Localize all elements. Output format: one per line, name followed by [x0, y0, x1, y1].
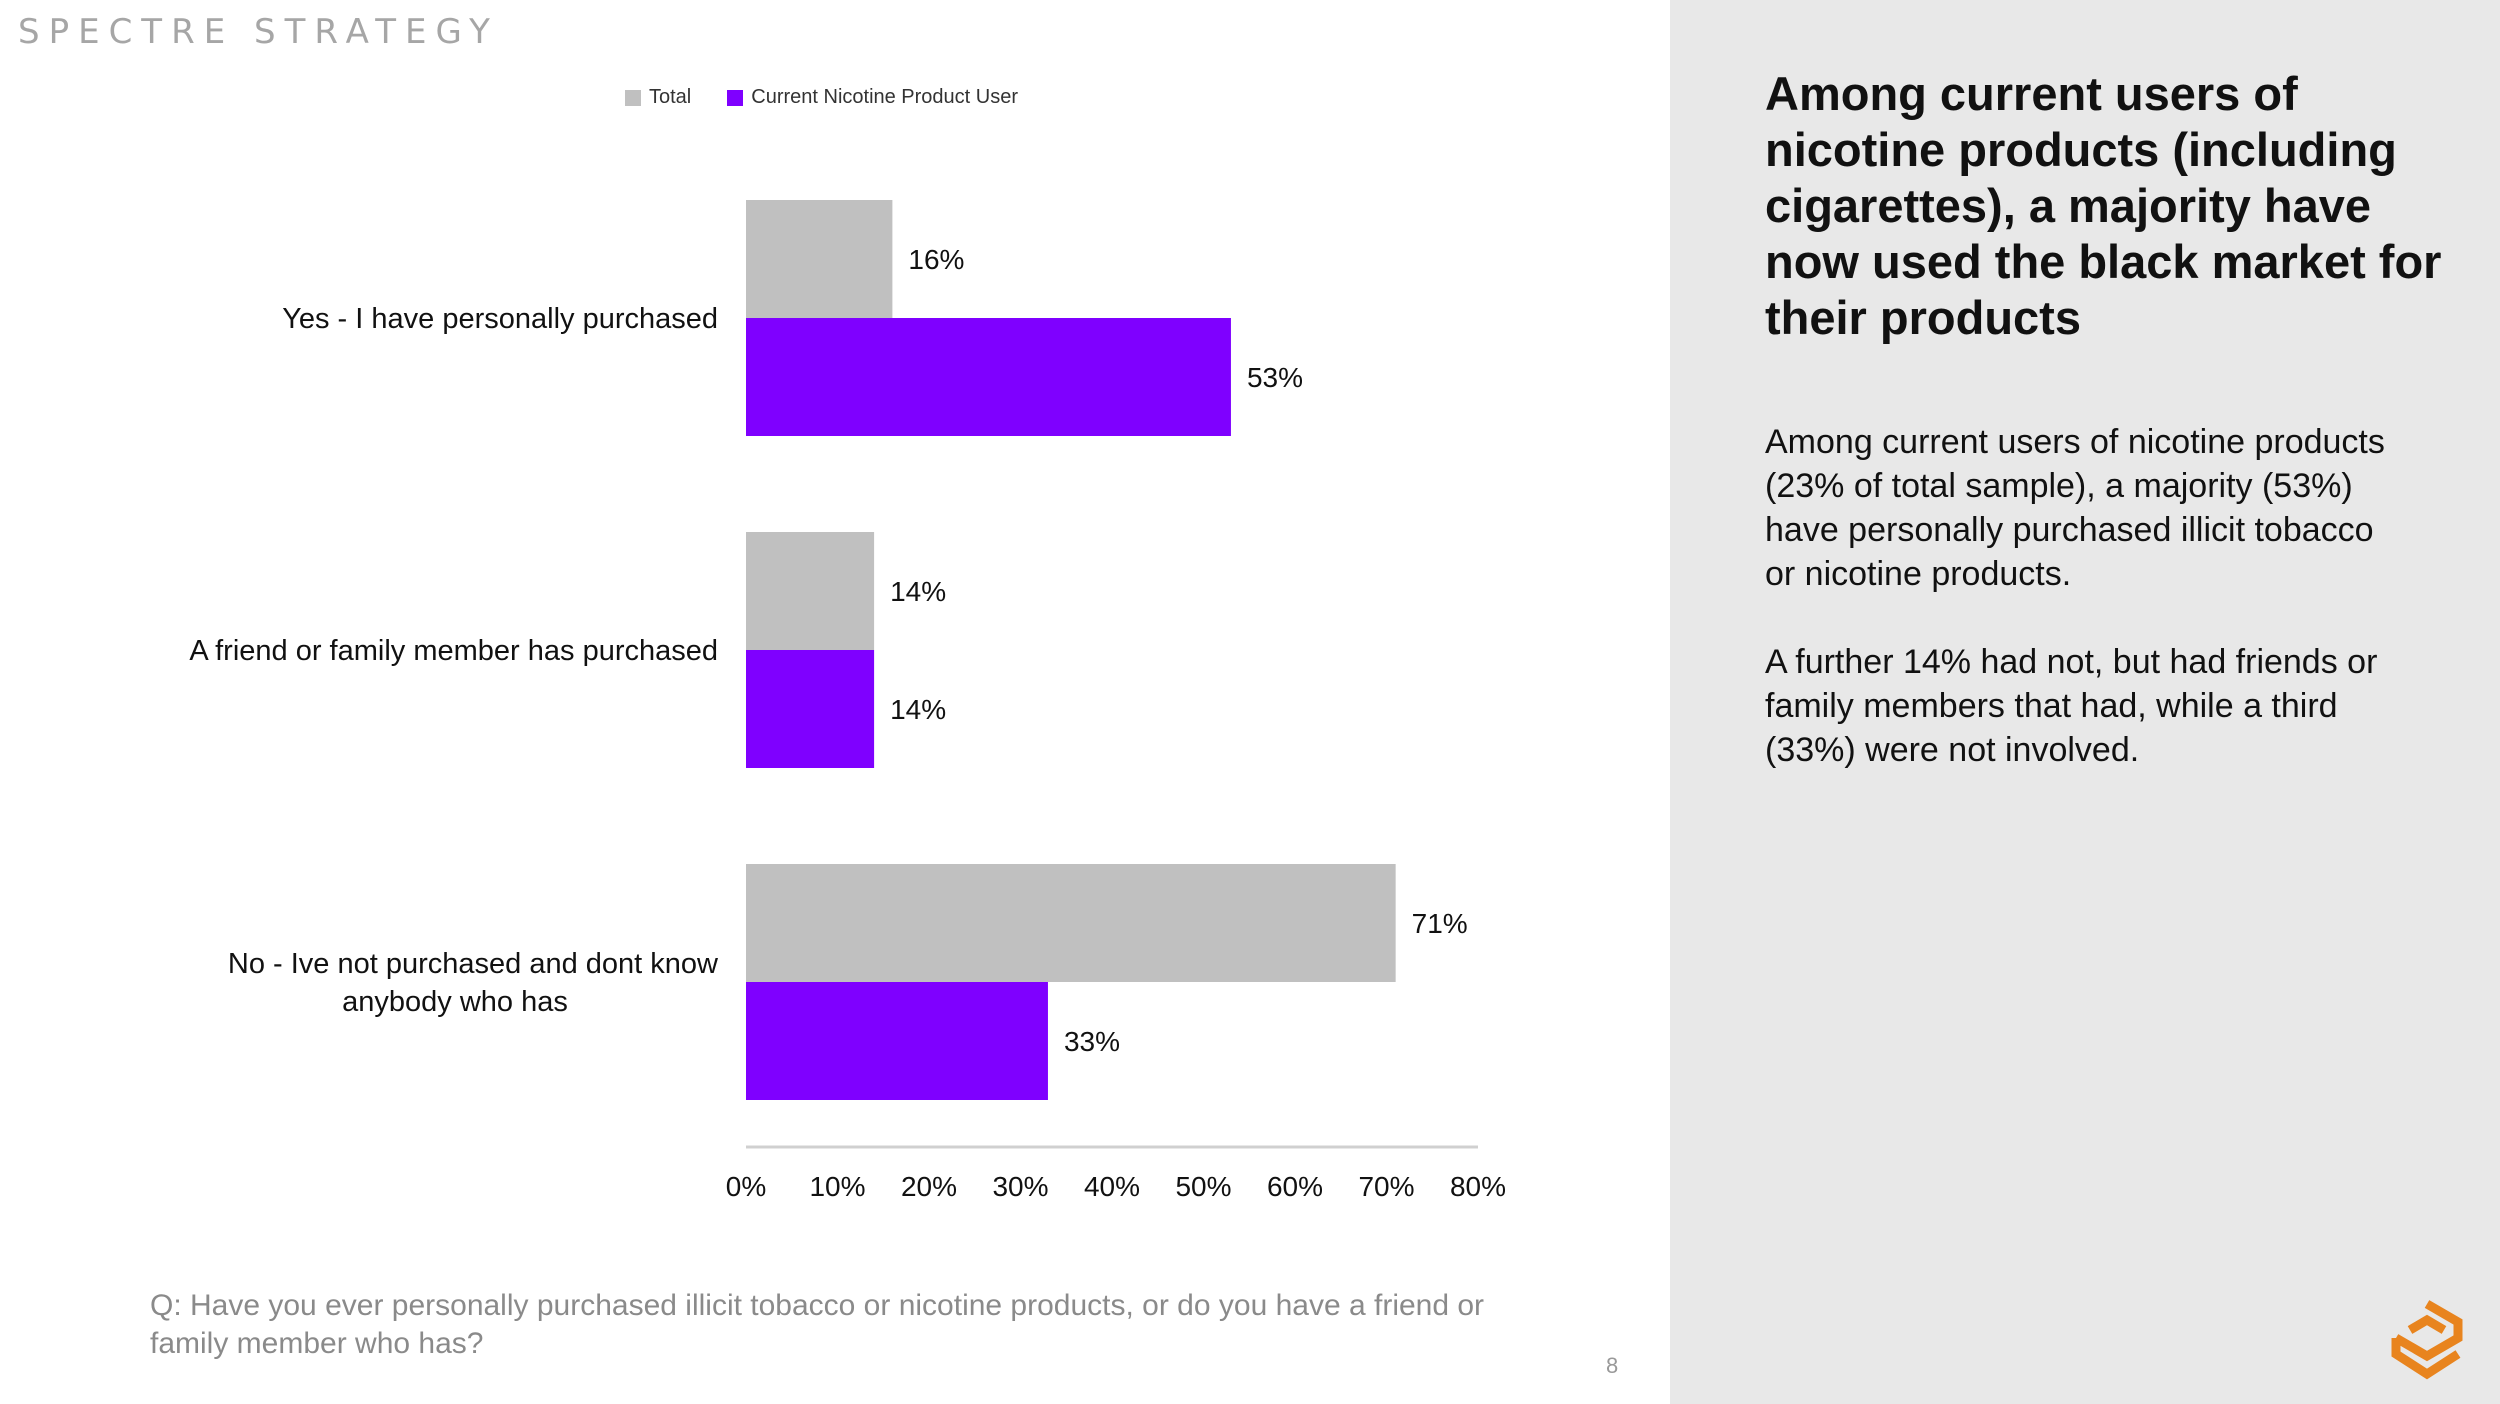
- x-tick-label: 50%: [1175, 1171, 1231, 1202]
- data-label: 71%: [1412, 908, 1468, 939]
- headline: Among current users of nicotine products…: [1765, 67, 2442, 344]
- data-label: 53%: [1247, 362, 1303, 393]
- x-tick-label: 0%: [726, 1171, 766, 1202]
- category-label: No - Ive not purchased and dont know: [228, 948, 719, 980]
- x-tick-label: 20%: [901, 1171, 957, 1202]
- bar-users: [746, 982, 1048, 1100]
- summary-panel: [1670, 0, 2500, 1404]
- category-label: anybody who has: [342, 986, 568, 1018]
- bar-total: [746, 864, 1396, 982]
- survey-question: Q: Have you ever personally purchased il…: [150, 1289, 1485, 1360]
- data-label: 33%: [1064, 1026, 1120, 1057]
- legend-swatch-total: [625, 89, 641, 106]
- x-tick-label: 30%: [992, 1171, 1048, 1202]
- bar-total: [746, 532, 875, 650]
- body-paragraph-2: A further 14% had not, but had friends o…: [1765, 643, 2378, 769]
- page-number: 8: [1606, 1353, 1619, 1378]
- category-label: A friend or family member has purchased: [189, 635, 718, 667]
- legend-item-users: Current Nicotine Product User: [727, 86, 1018, 109]
- x-tick-label: 80%: [1450, 1171, 1506, 1202]
- data-label: 14%: [890, 576, 946, 607]
- chart-legend: Total Current Nicotine Product User: [625, 86, 1054, 109]
- company-logo-icon: [2391, 1300, 2463, 1380]
- x-tick-label: 10%: [809, 1171, 865, 1202]
- data-label: 14%: [890, 694, 946, 725]
- body-text: Among current users of nicotine products…: [1765, 420, 2405, 816]
- bar-chart: 16% 53% Yes - I have personally purchased 1…: [189, 200, 1506, 1202]
- legend-label-total: Total: [649, 86, 692, 108]
- legend-label-users: Current Nicotine Product User: [751, 86, 1019, 108]
- bar-users: [746, 650, 875, 768]
- bar-users: [746, 318, 1231, 436]
- legend-swatch-users: [727, 89, 744, 106]
- body-paragraph-1: Among current users of nicotine products…: [1765, 423, 2385, 593]
- legend-item-total: Total: [625, 86, 691, 109]
- x-tick-label: 40%: [1084, 1171, 1140, 1202]
- category-label: Yes - I have personally purchased: [282, 303, 718, 335]
- brand-logo-text: SPECTRE STRATEGY: [18, 12, 499, 52]
- data-label: 16%: [908, 244, 964, 275]
- x-tick-label: 60%: [1267, 1171, 1323, 1202]
- bar-total: [746, 200, 893, 318]
- x-tick-label: 70%: [1358, 1171, 1414, 1202]
